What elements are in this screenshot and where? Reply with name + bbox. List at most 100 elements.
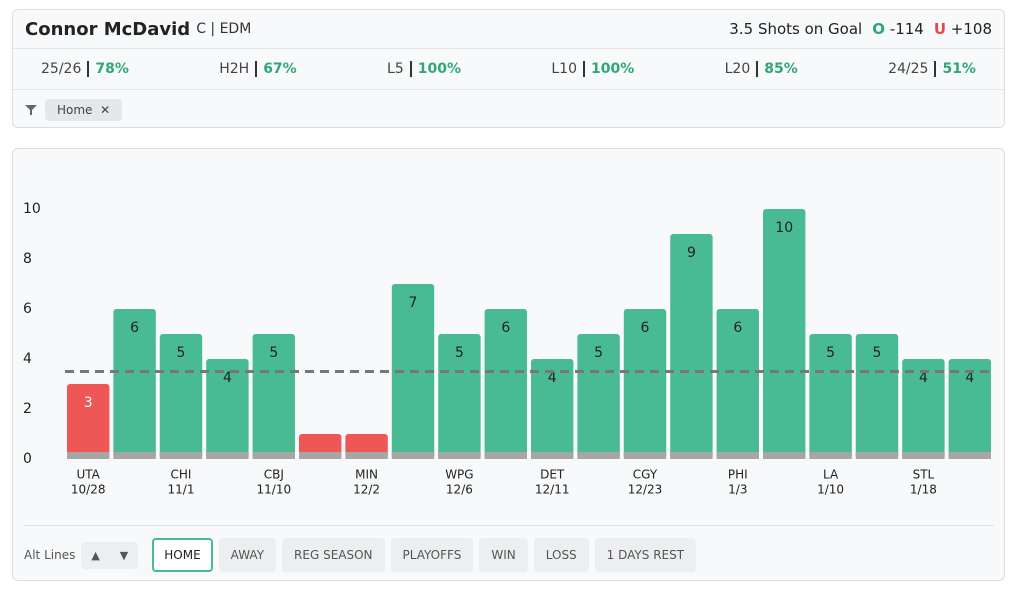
y-tick-label: 2 (23, 401, 32, 417)
x-tick-label: LA (823, 468, 839, 482)
bar-base (855, 452, 899, 459)
bar (623, 309, 667, 459)
bar-base (345, 452, 388, 459)
bar-base (252, 452, 295, 459)
y-tick-label: 4 (23, 351, 32, 367)
filter-button[interactable]: AWAY (218, 538, 277, 572)
filter-button[interactable]: REG SEASON (282, 538, 385, 572)
stat-label: H2H (219, 61, 258, 77)
stat-value: 85% (764, 61, 798, 77)
x-tick-label: WPG (445, 468, 473, 482)
controls: Alt Lines ▲ ▼ HOME AWAY REG SEASON PLAYOFFS W… (24, 538, 697, 572)
bar (577, 334, 620, 459)
bar-base (299, 452, 342, 459)
stat-value: 100% (417, 61, 462, 77)
data-label: 4 (548, 370, 557, 386)
filter-button[interactable]: 1 DAYS REST (594, 538, 697, 572)
data-label: 9 (687, 245, 696, 261)
stat: H2H 67% (219, 61, 297, 77)
data-label: 5 (826, 345, 835, 361)
bar-base (716, 452, 759, 459)
x-tick-date: 11/10 (257, 483, 292, 497)
over-odds: -114 (889, 20, 924, 38)
bar-base (113, 452, 156, 459)
bar (67, 384, 110, 459)
stat-label: L5 (387, 61, 412, 77)
x-tick-date: 1/10 (817, 483, 844, 497)
x-tick-label: UTA (77, 468, 101, 482)
x-tick-date: 12/2 (353, 483, 380, 497)
x-tick-label: CBJ (264, 468, 284, 482)
stat-label: 24/25 (888, 61, 937, 77)
x-tick-label: PHI (728, 468, 748, 482)
filter-button[interactable]: LOSS (533, 538, 589, 572)
bar-base (577, 452, 620, 459)
bar-base (206, 452, 249, 459)
market: Shots on Goal (757, 20, 863, 38)
stat: L20 85% (724, 61, 798, 77)
filter-chip[interactable]: Home ✕ (45, 98, 123, 121)
bar-base (670, 452, 713, 459)
x-tick-label: MIN (355, 468, 378, 482)
x-tick-date: 10/28 (71, 483, 106, 497)
x-tick-label: STL (913, 468, 935, 482)
bar-base (809, 452, 852, 459)
stat: 25/26 78% (41, 61, 129, 77)
bar-base (902, 452, 945, 459)
up-button[interactable]: ▲ (91, 548, 100, 562)
bar (159, 334, 203, 459)
under: U +108 (934, 20, 992, 38)
data-label: 4 (919, 370, 928, 386)
filter-button[interactable]: HOME (152, 538, 213, 572)
bar-base (948, 452, 991, 459)
stat-value: 78% (95, 61, 129, 77)
bar (113, 309, 156, 459)
alt-lines-label: Alt Lines (24, 548, 76, 562)
bar-base (484, 452, 527, 459)
stat-value: 100% (591, 61, 635, 77)
down-button[interactable]: ▼ (119, 548, 129, 562)
alt-arrows: ▲ ▼ (81, 541, 139, 569)
x-tick-date: 12/6 (446, 483, 473, 497)
bar (484, 309, 527, 459)
player-position: C | EDM (196, 21, 252, 37)
bar (809, 334, 852, 459)
filter-button[interactable]: WIN (479, 538, 528, 572)
data-label: 6 (641, 320, 650, 336)
y-tick-label: 6 (23, 301, 32, 317)
bar (206, 359, 249, 459)
bar (763, 209, 806, 459)
data-label: 4 (965, 370, 974, 386)
stat: L5 100% (387, 61, 461, 77)
filter-row: Home ✕ (13, 90, 1004, 129)
filter-icon (25, 104, 37, 115)
separator (24, 525, 994, 526)
bar-base (391, 452, 435, 459)
bar (438, 334, 481, 459)
x-tick-date: 12/11 (535, 483, 570, 497)
data-label: 6 (501, 320, 510, 336)
threshold: 3.5 (729, 20, 754, 38)
x-tick-label: DET (540, 468, 565, 482)
over: O -114 (872, 20, 924, 38)
bar (948, 359, 991, 459)
data-label: 10 (775, 220, 793, 236)
bar (670, 234, 713, 459)
stat-label: L10 (551, 61, 585, 77)
bar (855, 334, 899, 459)
player-card: Connor McDavid C | EDM 3.5 Shots on Goal… (12, 9, 1005, 128)
bar-base (531, 452, 574, 459)
bar (531, 359, 574, 459)
x-tick-label: CHI (171, 468, 192, 482)
stat-value: 51% (942, 61, 976, 77)
data-label: 5 (177, 345, 186, 361)
x-tick-date: 11/1 (168, 483, 195, 497)
stat-label: L20 (724, 61, 759, 77)
filter-button[interactable]: PLAYOFFS (390, 538, 474, 572)
under-odds: +108 (950, 20, 992, 38)
data-label: 5 (873, 345, 882, 361)
x-tick-date: 12/23 (628, 483, 663, 497)
bar-base (438, 452, 481, 459)
